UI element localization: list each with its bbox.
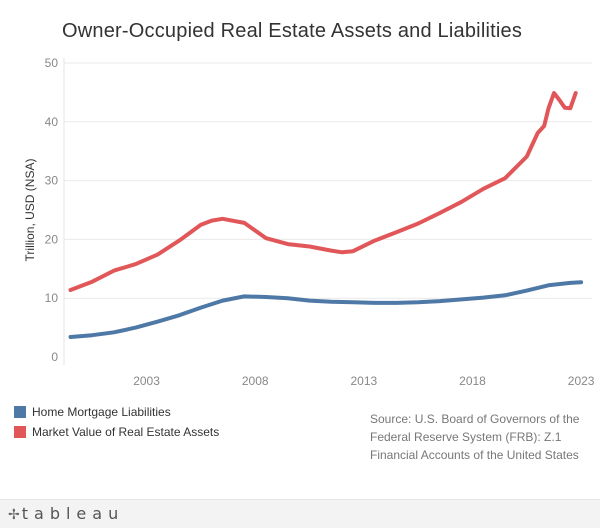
legend-swatch bbox=[14, 426, 26, 438]
y-tick-label: 40 bbox=[45, 115, 59, 129]
x-tick-label: 2023 bbox=[568, 374, 595, 388]
page-title: Owner-Occupied Real Estate Assets and Li… bbox=[62, 20, 523, 42]
y-axis-label: Trillion, USD (NSA) bbox=[23, 159, 37, 262]
y-tick-label: 0 bbox=[51, 350, 58, 364]
tableau-logo[interactable]: ✢tableau bbox=[8, 504, 124, 523]
brand-name: tableau bbox=[21, 504, 125, 523]
series-line-liabilities[interactable] bbox=[68, 280, 584, 339]
legend-item-liabilities[interactable]: Home Mortgage Liabilities bbox=[14, 402, 219, 422]
x-tick-label: 2018 bbox=[459, 374, 486, 388]
legend-label: Home Mortgage Liabilities bbox=[32, 405, 171, 419]
x-axis-ticks: 2003 2008 2013 2018 2023 bbox=[133, 374, 595, 388]
y-tick-label: 20 bbox=[45, 232, 59, 246]
legend-item-assets[interactable]: Market Value of Real Estate Assets bbox=[14, 422, 219, 442]
x-tick-label: 2003 bbox=[133, 374, 160, 388]
legend: Home Mortgage Liabilities Market Value o… bbox=[14, 402, 219, 442]
x-tick-label: 2013 bbox=[351, 374, 378, 388]
series-lines bbox=[68, 91, 584, 339]
line-chart: 0 10 20 30 40 50 2003 2008 2013 2018 2023 Trillio… bbox=[23, 56, 595, 388]
y-tick-label: 10 bbox=[45, 291, 59, 305]
gridlines bbox=[63, 58, 592, 365]
tableau-plus-icon: ✢ bbox=[8, 507, 22, 523]
y-tick-label: 30 bbox=[45, 174, 59, 188]
legend-swatch bbox=[14, 406, 26, 418]
footer-bar: ✢tableau bbox=[0, 499, 600, 528]
y-axis-ticks: 0 10 20 30 40 50 bbox=[45, 56, 59, 364]
x-tick-label: 2008 bbox=[242, 374, 269, 388]
source-note: Source: U.S. Board of Governors of the F… bbox=[370, 412, 580, 462]
legend-label: Market Value of Real Estate Assets bbox=[32, 425, 220, 439]
series-line-assets[interactable] bbox=[68, 91, 578, 292]
y-tick-label: 50 bbox=[45, 56, 59, 70]
